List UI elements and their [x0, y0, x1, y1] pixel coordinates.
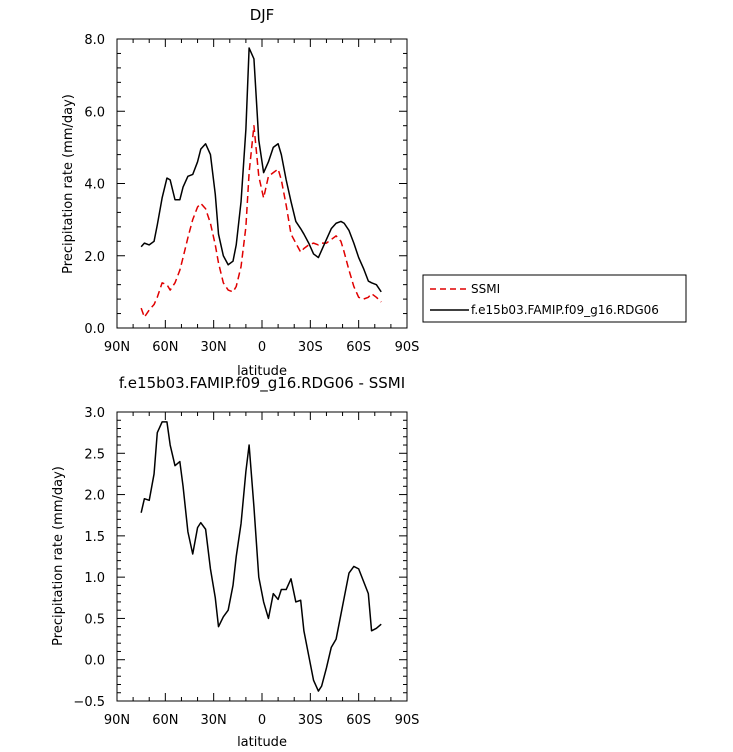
x-axis-label: latitude	[237, 364, 287, 379]
series-line-ssmi	[140, 124, 382, 318]
x-tick-label: 90S	[395, 340, 420, 355]
y-tick-label: 0.5	[84, 612, 105, 627]
y-axis-label: Precipitation rate (mm/day)	[51, 466, 66, 646]
y-tick-label: −0.5	[73, 695, 105, 710]
x-tick-label: 30N	[201, 713, 227, 728]
y-tick-label: 1.0	[84, 571, 105, 586]
y-tick-label: 2.0	[84, 489, 105, 504]
x-tick-label: 90S	[395, 713, 420, 728]
x-tick-label: 30S	[298, 713, 323, 728]
panel-precipitation-difference: f.e15b03.FAMIP.f09_g16.RDG06 - SSMI −0.5…	[51, 374, 419, 750]
x-tick-label: 60S	[346, 713, 371, 728]
legend-label-ssmi: SSMI	[471, 282, 500, 296]
plot-frame	[116, 411, 408, 702]
x-tick-label: 60N	[152, 340, 178, 355]
plot-frame	[116, 38, 408, 329]
x-tick-label: 60N	[152, 713, 178, 728]
tick-marks	[116, 38, 408, 329]
series-layer	[140, 47, 382, 318]
x-tick-label: 60S	[346, 340, 371, 355]
legend-label-model: f.e15b03.FAMIP.f09_g16.RDG06	[471, 303, 659, 317]
y-tick-label: 2.0	[84, 250, 105, 265]
y-tick-label: 0.0	[84, 654, 105, 669]
y-tick-label: 2.5	[84, 447, 105, 462]
y-tick-label: 8.0	[84, 33, 105, 48]
y-tick-label: 3.0	[84, 406, 105, 421]
tick-marks	[116, 411, 408, 702]
chart-title-difference: f.e15b03.FAMIP.f09_g16.RDG06 - SSMI	[119, 374, 405, 393]
y-tick-label: 1.5	[84, 530, 105, 545]
y-tick-label: 4.0	[84, 178, 105, 193]
x-tick-label: 0	[258, 340, 266, 355]
x-tick-labels: 90N 60N 30N 0 30S 60S 90S	[104, 340, 420, 355]
y-tick-labels: 0.0 2.0 4.0 6.0 8.0	[84, 33, 105, 337]
x-tick-label: 30S	[298, 340, 323, 355]
series-line-model	[140, 47, 382, 293]
x-tick-label: 30N	[201, 340, 227, 355]
legend: SSMI f.e15b03.FAMIP.f09_g16.RDG06	[422, 274, 687, 323]
x-tick-label: 90N	[104, 713, 130, 728]
x-tick-labels: 90N 60N 30N 0 30S 60S 90S	[104, 713, 420, 728]
y-tick-label: 6.0	[84, 105, 105, 120]
series-layer	[140, 421, 382, 692]
y-tick-labels: −0.5 0.0 0.5 1.0 1.5 2.0 2.5 3.0	[73, 406, 105, 710]
x-tick-label: 0	[258, 713, 266, 728]
legend-box	[422, 274, 687, 323]
series-line-model	[140, 421, 382, 692]
panel-precipitation-djf: DJF 0.02.04.06.08.0 90N 60N 30N 0 30S 60S 90S …	[61, 6, 687, 379]
chart-title: DJF	[250, 6, 275, 24]
y-axis-label: Precipitation rate (mm/day)	[61, 94, 76, 274]
x-tick-label: 90N	[104, 340, 130, 355]
x-axis-label: latitude	[237, 735, 287, 750]
y-tick-label: 0.0	[84, 322, 105, 337]
